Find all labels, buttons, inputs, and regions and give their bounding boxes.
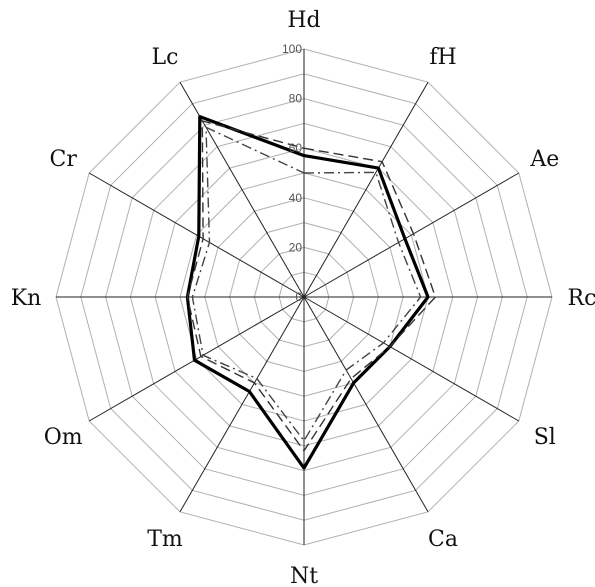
spoke-cr bbox=[88, 172, 305, 298]
axis-label-nt: Nt bbox=[290, 564, 318, 587]
tick-label-0: 0 bbox=[295, 290, 302, 304]
axis-label-ae: Ae bbox=[529, 147, 559, 172]
radar-tick-labels: 0 20 40 60 80 100 bbox=[282, 42, 302, 304]
radar-axis-labels: Hd fH Ae Rc Sl Ca Nt Tm Om Kn Cr Lc bbox=[11, 8, 595, 587]
axis-label-cr: Cr bbox=[50, 147, 78, 172]
axis-label-tm: Tm bbox=[147, 527, 183, 552]
tick-label-80: 80 bbox=[289, 92, 303, 106]
spoke-tm bbox=[179, 296, 305, 513]
axis-label-hd: Hd bbox=[287, 8, 320, 33]
axis-label-kn: Kn bbox=[11, 286, 42, 311]
series-line-1 bbox=[185, 114, 430, 470]
radar-series bbox=[185, 114, 437, 470]
spoke-sl bbox=[303, 296, 520, 422]
axis-label-lc: Lc bbox=[152, 45, 179, 70]
series-line-3 bbox=[191, 126, 422, 442]
tick-label-100: 100 bbox=[282, 42, 302, 56]
axis-label-sl: Sl bbox=[534, 425, 556, 450]
axis-label-om: Om bbox=[44, 425, 83, 450]
spoke-om bbox=[88, 296, 305, 422]
axis-label-fh: fH bbox=[429, 45, 456, 70]
tick-label-40: 40 bbox=[289, 191, 303, 205]
spoke-ae bbox=[303, 172, 520, 298]
series-line-2 bbox=[186, 120, 437, 452]
spoke-ca bbox=[303, 296, 429, 513]
tick-label-20: 20 bbox=[289, 240, 303, 254]
radar-spokes bbox=[56, 49, 552, 545]
tick-label-60: 60 bbox=[289, 141, 303, 155]
axis-label-rc: Rc bbox=[568, 286, 595, 311]
spoke-fh bbox=[303, 81, 429, 298]
axis-label-ca: Ca bbox=[428, 527, 458, 552]
